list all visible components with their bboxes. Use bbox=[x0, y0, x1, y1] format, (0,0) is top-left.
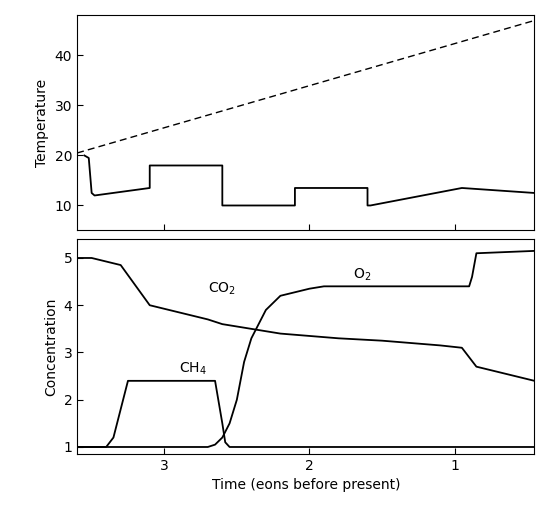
Text: CH$_4$: CH$_4$ bbox=[179, 361, 207, 377]
Text: CO$_2$: CO$_2$ bbox=[208, 281, 236, 297]
Y-axis label: Concentration: Concentration bbox=[44, 297, 58, 396]
Y-axis label: Temperature: Temperature bbox=[35, 79, 49, 167]
Text: O$_2$: O$_2$ bbox=[353, 266, 371, 283]
X-axis label: Time (eons before present): Time (eons before present) bbox=[212, 478, 400, 492]
